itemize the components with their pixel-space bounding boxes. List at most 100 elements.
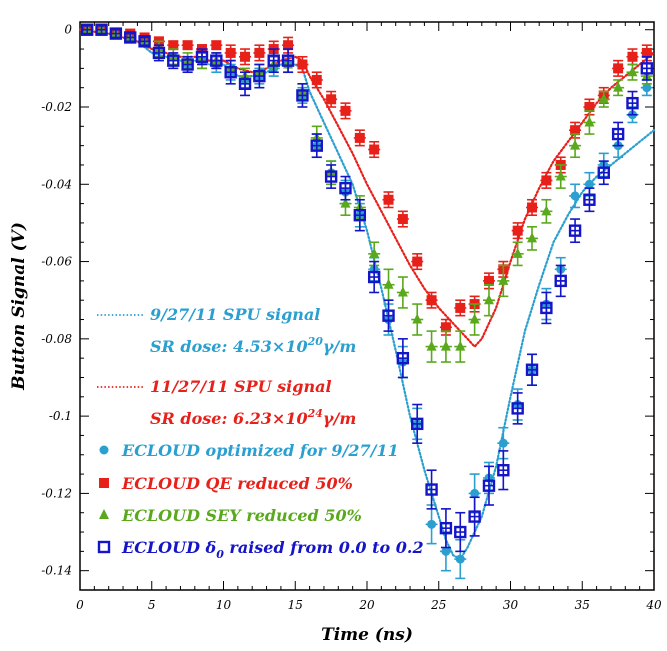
data-point	[583, 193, 596, 206]
y-tick-label: -0.12	[41, 486, 72, 500]
data-point	[527, 232, 538, 243]
y-tick-label: 0	[64, 23, 72, 37]
data-point	[238, 77, 252, 91]
data-point	[310, 139, 323, 152]
data-point	[195, 50, 209, 63]
data-point	[483, 275, 494, 286]
data-point	[483, 294, 494, 305]
x-tick-label: 5	[148, 598, 156, 612]
data-point	[253, 69, 266, 83]
data-point	[555, 170, 566, 181]
data-point	[296, 89, 309, 102]
data-point	[80, 23, 94, 36]
y-tick-label: -0.02	[41, 100, 72, 114]
data-point	[454, 525, 467, 539]
data-point	[281, 54, 295, 67]
data-point	[311, 74, 322, 85]
data-point	[584, 102, 595, 113]
data-point	[427, 519, 437, 529]
data-point	[611, 127, 625, 141]
x-tick-label: 20	[358, 598, 375, 612]
data-point	[326, 94, 337, 105]
legend-line-label: 11/27/11 SPU signal	[150, 377, 332, 396]
data-point	[527, 202, 538, 213]
data-point	[426, 340, 437, 351]
data-point	[397, 214, 408, 225]
legend-line-label: 9/27/11 SPU signal	[150, 305, 320, 324]
x-tick-label: 0	[76, 598, 84, 612]
data-point	[455, 340, 466, 351]
data-point	[383, 278, 394, 289]
legend-series-label: ECLOUD optimized for 9/27/11	[121, 441, 399, 460]
data-point	[382, 309, 395, 322]
data-point	[397, 286, 408, 297]
legend-line-note: SR dose: 4.53×1020γ/m	[150, 335, 356, 356]
data-point	[455, 554, 465, 564]
point-series-layer	[80, 23, 654, 580]
data-point	[369, 247, 380, 258]
data-point	[512, 225, 523, 236]
data-point	[411, 417, 424, 431]
data-point	[297, 59, 308, 70]
data-point	[468, 510, 481, 523]
data-point	[441, 546, 451, 556]
legend: 9/27/11 SPU signal SR dose: 4.53×1020γ/m 1…	[97, 305, 424, 561]
data-point	[383, 194, 394, 205]
data-point	[439, 521, 453, 535]
y-tick-label: -0.08	[41, 332, 72, 346]
data-point	[584, 116, 595, 127]
data-point	[240, 51, 251, 62]
data-point	[168, 40, 179, 51]
x-tick-label: 30	[503, 598, 519, 612]
data-point	[482, 479, 496, 492]
data-point	[440, 322, 451, 333]
legend-series-label: ECLOUD SEY reduced 50%	[121, 506, 362, 525]
data-point	[354, 132, 365, 143]
data-point	[570, 125, 581, 136]
data-point	[541, 175, 552, 186]
data-point	[498, 438, 508, 448]
x-tick-label: 35	[575, 598, 590, 612]
data-point	[440, 340, 451, 351]
data-point	[367, 270, 381, 284]
x-tick-label: 10	[216, 598, 232, 612]
data-point	[267, 54, 280, 67]
data-point	[626, 96, 639, 110]
data-point	[512, 247, 523, 258]
data-point	[627, 51, 638, 62]
data-point	[598, 93, 609, 104]
data-point	[425, 483, 438, 496]
legend-marker	[99, 445, 109, 455]
legend-marker	[99, 509, 109, 519]
y-tick-label: -0.14	[41, 564, 72, 578]
data-point	[339, 181, 352, 195]
y-tick-label: -0.06	[41, 255, 72, 269]
data-point	[613, 81, 624, 92]
legend-series-label: ECLOUD QE reduced 50%	[121, 474, 353, 493]
data-point	[470, 488, 480, 498]
spu-signal-line-2	[78, 28, 656, 349]
data-point	[642, 83, 652, 93]
data-point	[426, 295, 437, 306]
data-point	[210, 54, 223, 67]
data-point	[254, 47, 265, 58]
data-point	[641, 47, 652, 58]
data-point	[640, 62, 654, 75]
x-tick-label: 15	[288, 598, 303, 612]
data-point	[497, 464, 510, 477]
data-point	[152, 46, 166, 60]
data-point	[584, 179, 594, 189]
data-point	[568, 224, 582, 237]
data-point	[340, 197, 351, 208]
data-point	[498, 274, 509, 285]
data-point	[525, 363, 539, 376]
y-tick-label: -0.1	[49, 409, 72, 423]
data-point	[283, 40, 294, 51]
data-point	[570, 139, 581, 150]
data-point	[412, 313, 423, 324]
data-point	[182, 40, 193, 51]
legend-marker	[99, 478, 109, 488]
data-point	[340, 105, 351, 116]
